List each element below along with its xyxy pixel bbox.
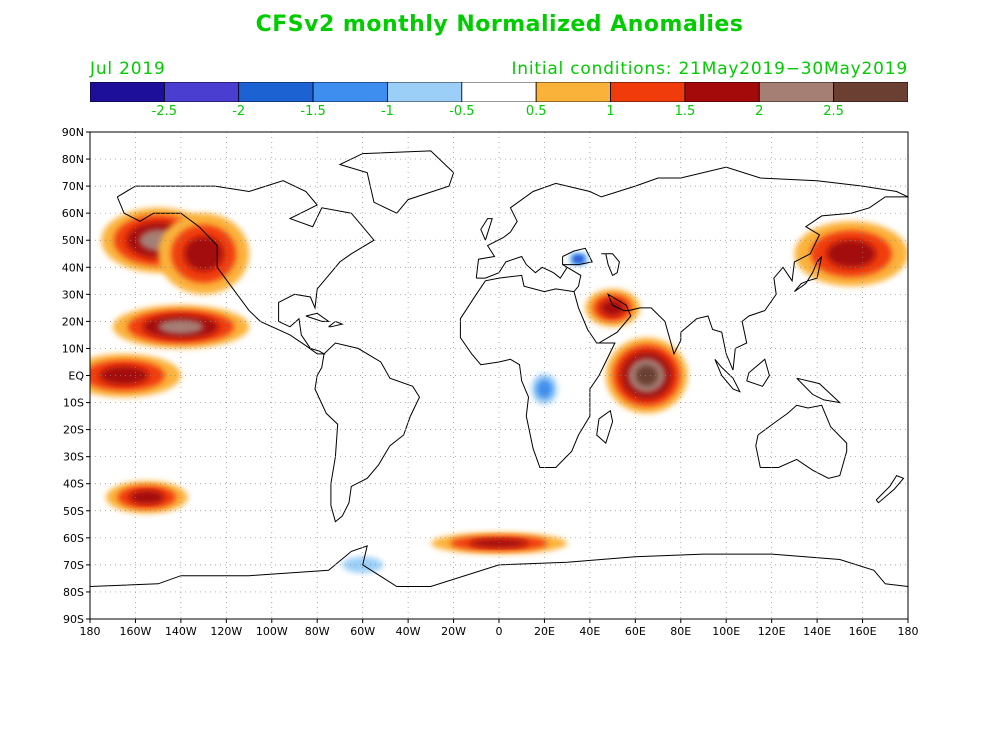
coastline xyxy=(475,166,908,279)
forecast-month-label: Jul 2019 xyxy=(90,59,166,79)
lat-label: 30N xyxy=(62,288,84,301)
anomaly-contour xyxy=(158,319,204,335)
lat-label: 20S xyxy=(63,424,84,437)
lat-label: 70N xyxy=(62,180,84,193)
lon-label: 20W xyxy=(441,625,466,638)
lon-label: 160E xyxy=(849,625,877,638)
coastline xyxy=(746,358,770,387)
lat-label: EQ xyxy=(68,370,84,383)
coastline xyxy=(755,404,848,479)
lat-label: 60S xyxy=(63,532,84,545)
lat-label: 60N xyxy=(62,207,84,220)
coastline xyxy=(794,256,823,293)
lon-label: 100W xyxy=(256,625,288,638)
coastline xyxy=(459,274,616,468)
gridlines xyxy=(90,132,908,619)
lat-label: 80N xyxy=(62,153,84,166)
colorbar-tick-label: 0.5 xyxy=(525,104,547,119)
colorbar-segment xyxy=(758,82,835,102)
colorbar-segment xyxy=(461,82,537,102)
colorbar-tick-label: -2.5 xyxy=(151,104,178,119)
colorbar-segment xyxy=(684,82,760,102)
coastlines xyxy=(90,150,908,587)
lon-label: 180 xyxy=(80,625,101,638)
lon-label: 180 xyxy=(898,625,919,638)
coastline xyxy=(305,312,331,322)
lon-label: 40E xyxy=(579,625,600,638)
lat-label: 30S xyxy=(63,451,84,464)
colorbar xyxy=(90,82,908,102)
anomaly-contour xyxy=(600,299,625,316)
coastline xyxy=(476,255,582,292)
lat-label: 50S xyxy=(63,505,84,518)
coastline xyxy=(875,474,905,504)
coastline xyxy=(596,409,614,444)
lon-label: 120E xyxy=(758,625,786,638)
colorbar-segment xyxy=(610,82,686,102)
anomaly-contour xyxy=(99,366,149,385)
lat-label: 40S xyxy=(63,478,84,491)
anomaly-contour xyxy=(635,365,658,386)
lon-label: 160W xyxy=(120,625,152,638)
lon-label: 80E xyxy=(670,625,691,638)
anomaly-fields xyxy=(90,207,908,579)
lon-label: 40W xyxy=(396,625,421,638)
colorbar-labels: -2.5 -2 -1.5 -1 -0.5 0.5 1 1.5 2 2.5 xyxy=(0,104,999,124)
colorbar-segment xyxy=(535,82,611,102)
initial-conditions-label: Initial conditions: 21May2019−30May2019 xyxy=(511,59,908,79)
colorbar-tick-label: 1 xyxy=(606,104,615,119)
coastline xyxy=(714,358,741,393)
axis-labels: 90N 80N 70N 60N 50N 40N 30N 20N 10N EQ 10S 20S 30S 40… xyxy=(62,126,919,638)
colorbar-segment xyxy=(312,82,388,102)
lat-label: 50N xyxy=(62,234,84,247)
coastline xyxy=(328,320,344,328)
lon-label: 120W xyxy=(210,625,242,638)
lat-label: 80S xyxy=(63,586,84,599)
anomaly-contour xyxy=(826,239,876,268)
lat-label: 90N xyxy=(62,126,84,139)
colorbar-tick-label: -1.5 xyxy=(300,104,326,119)
lat-label: 10S xyxy=(63,397,84,410)
colorbar-tick-label: -1 xyxy=(380,104,394,119)
colorbar-tick-label: 2 xyxy=(755,104,764,119)
lon-label: 80W xyxy=(305,625,330,638)
anomaly-contour xyxy=(469,538,529,548)
chart-title: CFSv2 monthly Normalized Anomalies xyxy=(255,12,744,37)
anomaly-map: 90N 80N 70N 60N 50N 40N 30N 20N 10N EQ 10S 20S 30S 40… xyxy=(62,126,919,638)
lat-label: 90S xyxy=(63,613,84,626)
lon-label: 60E xyxy=(625,625,646,638)
lat-label: 70S xyxy=(63,559,84,572)
coastline xyxy=(796,377,842,404)
colorbar-segment xyxy=(238,82,314,102)
anomaly-contour xyxy=(184,236,224,272)
colorbar-tick-label: -2 xyxy=(232,104,246,119)
coastline xyxy=(90,545,908,587)
lon-label: 140E xyxy=(803,625,831,638)
colorbar-segment xyxy=(163,82,240,102)
coastline xyxy=(480,218,493,241)
coastline xyxy=(338,150,455,214)
coastline xyxy=(116,180,375,355)
anomaly-contour xyxy=(129,490,165,505)
colorbar-tick-label: 1.5 xyxy=(674,104,696,119)
lon-label: 20E xyxy=(534,625,555,638)
lat-label: 40N xyxy=(62,261,84,274)
colorbar-tick-label: -0.5 xyxy=(449,104,475,119)
lat-label: 20N xyxy=(62,315,84,328)
anomaly-contour xyxy=(536,379,553,399)
coastline xyxy=(314,342,421,523)
lat-label: 10N xyxy=(62,342,84,355)
lon-label: 60W xyxy=(350,625,375,638)
lon-label: 140W xyxy=(165,625,197,638)
anomaly-contour xyxy=(575,256,582,262)
colorbar-segment xyxy=(833,82,908,102)
colorbar-tick-label: 2.5 xyxy=(823,104,844,119)
colorbar-segment xyxy=(387,82,463,102)
lon-label: 100E xyxy=(712,625,740,638)
colorbar-segment xyxy=(90,82,165,102)
coastline xyxy=(601,253,620,277)
coastline xyxy=(562,247,593,266)
coastline xyxy=(598,196,908,371)
lon-label: 0 xyxy=(496,625,503,638)
